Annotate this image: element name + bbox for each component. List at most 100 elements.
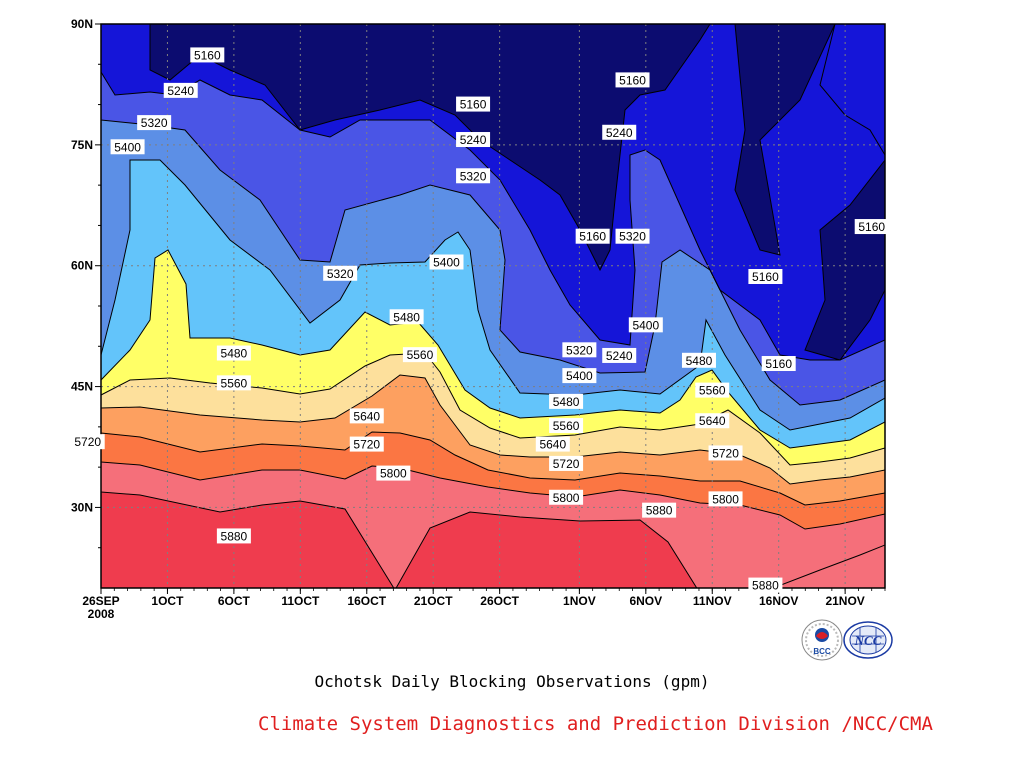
contour-value-label: 5160 xyxy=(615,72,650,88)
band-below-5160 xyxy=(150,24,710,270)
chart-credit: Climate System Diagnostics and Predictio… xyxy=(258,713,933,735)
svg-text:5160: 5160 xyxy=(858,220,885,234)
svg-text:5800: 5800 xyxy=(712,492,739,506)
svg-text:5400: 5400 xyxy=(566,369,593,383)
x-tick-label: 1OCT xyxy=(151,594,184,608)
chart-title: Ochotsk Daily Blocking Observations (gpm… xyxy=(314,672,710,691)
contour-value-label: 5160 xyxy=(190,47,225,63)
contour-line xyxy=(804,159,885,361)
svg-text:5720: 5720 xyxy=(712,446,739,460)
svg-text:5160: 5160 xyxy=(752,270,779,284)
svg-text:5400: 5400 xyxy=(114,140,141,154)
x-tick-label: 1NOV xyxy=(563,594,596,608)
svg-text:5560: 5560 xyxy=(407,348,434,362)
x-tick-label: 21OCT xyxy=(414,594,453,608)
svg-text:5720: 5720 xyxy=(74,435,101,449)
x-axis: 26SEP 1OCT 6OCT 11OCT 16OCT 21OCT 26OCT 1NOV 6NO… xyxy=(82,588,886,621)
contour-value-label: 5400 xyxy=(429,254,464,270)
contour-value-label: 5640 xyxy=(695,413,730,429)
svg-text:5640: 5640 xyxy=(699,414,726,428)
x-tick-label: 11NOV xyxy=(693,594,732,608)
svg-text:5240: 5240 xyxy=(606,349,633,363)
svg-text:5240: 5240 xyxy=(167,84,194,98)
svg-text:5480: 5480 xyxy=(221,347,248,361)
contour-value-label: 5560 xyxy=(549,418,584,434)
x-tick-label: 26SEP xyxy=(82,594,119,608)
svg-text:5240: 5240 xyxy=(606,126,633,140)
bcc-logo: BCC xyxy=(801,619,843,661)
svg-text:5480: 5480 xyxy=(553,395,580,409)
svg-text:5320: 5320 xyxy=(619,230,646,244)
contour-value-label: 5320 xyxy=(615,228,650,244)
contour-labels: 5160 5240 5320 5400 5160 5240 5320 5160 5240 5160… xyxy=(70,47,889,593)
bcc-logo-text: BCC xyxy=(813,647,831,656)
contour-value-label: 5240 xyxy=(163,82,198,98)
contour-value-label: 5320 xyxy=(323,265,358,281)
y-tick-label: 60N xyxy=(71,259,93,273)
y-tick-label: 90N xyxy=(71,17,93,31)
y-tick-label: 75N xyxy=(71,138,93,152)
svg-text:5720: 5720 xyxy=(553,457,580,471)
svg-text:5560: 5560 xyxy=(553,419,580,433)
svg-text:5880: 5880 xyxy=(646,504,673,518)
y-tick-label: 45N xyxy=(71,380,93,394)
contour-value-label: 5880 xyxy=(216,528,251,544)
contour-line xyxy=(101,24,885,361)
contour-value-label: 5800 xyxy=(376,465,411,481)
contour-value-label: 5480 xyxy=(389,309,424,325)
svg-text:5320: 5320 xyxy=(566,343,593,357)
ncc-logo: NCC xyxy=(843,621,893,659)
contour-value-label: 5160 xyxy=(854,219,889,235)
contour-value-label: 5400 xyxy=(628,317,663,333)
svg-text:5320: 5320 xyxy=(460,169,487,183)
contour-value-label: 5640 xyxy=(535,436,570,452)
contour-value-label: 5640 xyxy=(349,408,384,424)
svg-text:5160: 5160 xyxy=(460,98,487,112)
contour-line xyxy=(149,24,711,272)
contour-value-label: 5720 xyxy=(549,455,584,471)
contour-line xyxy=(101,24,885,431)
contour-value-label: 5320 xyxy=(137,115,172,131)
contour-value-label: 5480 xyxy=(549,393,584,409)
svg-text:5800: 5800 xyxy=(380,467,407,481)
x-tick-label: 11OCT xyxy=(281,594,320,608)
contour-value-label: 5240 xyxy=(602,347,637,363)
contour-value-label: 5320 xyxy=(456,168,491,184)
contour-value-label: 5400 xyxy=(562,368,597,384)
contour-line xyxy=(101,24,885,466)
contour-line xyxy=(101,24,885,588)
x-tick-label: 26OCT xyxy=(480,594,519,608)
svg-text:5160: 5160 xyxy=(619,73,646,87)
contour-line xyxy=(101,24,885,449)
y-tick-label: 30N xyxy=(71,500,93,514)
svg-text:5240: 5240 xyxy=(460,133,487,147)
svg-text:5400: 5400 xyxy=(632,318,659,332)
band-below-5160-east xyxy=(735,24,835,255)
svg-text:5720: 5720 xyxy=(353,438,380,452)
svg-text:5800: 5800 xyxy=(553,491,580,505)
contour-line xyxy=(734,24,836,256)
contour-value-label: 5480 xyxy=(681,352,716,368)
contour-value-label: 5720 xyxy=(70,434,105,450)
x-tick-label: 16OCT xyxy=(347,594,386,608)
svg-text:5480: 5480 xyxy=(393,310,420,324)
contour-value-label: 5160 xyxy=(456,96,491,112)
contour-value-label: 5880 xyxy=(642,502,677,518)
svg-text:5160: 5160 xyxy=(579,230,606,244)
svg-text:5160: 5160 xyxy=(765,357,792,371)
gridlines xyxy=(101,24,885,588)
contour-value-label: 5800 xyxy=(708,491,743,507)
contour-value-label: 5400 xyxy=(110,139,145,155)
svg-text:5320: 5320 xyxy=(327,267,354,281)
contour-value-label: 5160 xyxy=(761,356,796,372)
contour-line xyxy=(819,24,885,156)
contour-bands xyxy=(101,24,885,588)
contour-value-label: 5560 xyxy=(695,382,730,398)
contour-line xyxy=(101,24,885,406)
svg-text:5160: 5160 xyxy=(194,48,221,62)
contour-value-label: 5880 xyxy=(748,577,783,593)
contour-value-label: 5800 xyxy=(549,489,584,505)
x-tick-label: 6NOV xyxy=(629,594,662,608)
contour-value-label: 5160 xyxy=(575,228,610,244)
